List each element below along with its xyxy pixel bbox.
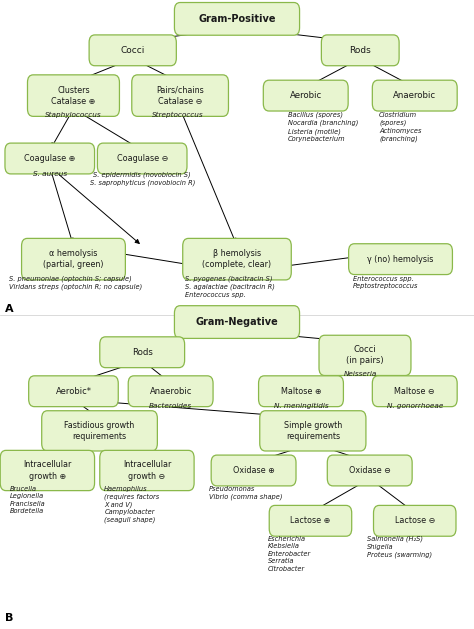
Text: S. pneumoniae (optochin S; capsule)
Viridans streps (optochin R; no capsule): S. pneumoniae (optochin S; capsule) Viri… bbox=[9, 276, 143, 290]
Text: Anaerobic: Anaerobic bbox=[149, 387, 192, 396]
FancyBboxPatch shape bbox=[264, 80, 348, 111]
FancyBboxPatch shape bbox=[27, 75, 119, 116]
FancyBboxPatch shape bbox=[211, 455, 296, 486]
Text: β hemolysis
(complete, clear): β hemolysis (complete, clear) bbox=[202, 249, 272, 269]
FancyBboxPatch shape bbox=[321, 35, 399, 65]
Text: Intracellular
growth ⊖: Intracellular growth ⊖ bbox=[123, 460, 171, 481]
Text: Haemophilus
(requires factors
X and V)
Campylobacter
(seagull shape): Haemophilus (requires factors X and V) C… bbox=[104, 486, 160, 523]
Text: Rods: Rods bbox=[349, 46, 371, 55]
Text: Bacteroides: Bacteroides bbox=[149, 403, 192, 409]
Text: Brucella
Legionella
Francisella
Bordetella: Brucella Legionella Francisella Bordetel… bbox=[9, 486, 45, 514]
Text: Coagulase ⊕: Coagulase ⊕ bbox=[24, 154, 75, 163]
Text: α hemolysis
(partial, green): α hemolysis (partial, green) bbox=[43, 249, 104, 269]
Text: Bacillus (spores)
Nocardia (branching)
Listeria (motile)
Corynebacterium: Bacillus (spores) Nocardia (branching) L… bbox=[288, 112, 358, 142]
FancyBboxPatch shape bbox=[132, 75, 228, 116]
FancyBboxPatch shape bbox=[174, 306, 300, 338]
FancyBboxPatch shape bbox=[348, 243, 452, 274]
FancyBboxPatch shape bbox=[269, 506, 352, 536]
Text: Enterococcus spp.
Peptostreptococcus: Enterococcus spp. Peptostreptococcus bbox=[353, 276, 419, 289]
FancyBboxPatch shape bbox=[100, 337, 184, 367]
Text: Aerobic: Aerobic bbox=[290, 91, 322, 100]
FancyBboxPatch shape bbox=[22, 238, 125, 280]
FancyBboxPatch shape bbox=[0, 450, 94, 491]
Text: Neisseria: Neisseria bbox=[344, 371, 377, 377]
FancyBboxPatch shape bbox=[319, 335, 411, 376]
Text: Lactose ⊖: Lactose ⊖ bbox=[394, 516, 435, 525]
Text: Lactose ⊕: Lactose ⊕ bbox=[290, 516, 331, 525]
Text: Maltose ⊖: Maltose ⊖ bbox=[394, 387, 435, 396]
Text: Salmonella (H₂S)
Shigella
Proteus (swarming): Salmonella (H₂S) Shigella Proteus (swarm… bbox=[367, 536, 432, 558]
FancyBboxPatch shape bbox=[89, 35, 176, 65]
Text: Pairs/chains
Catalase ⊖: Pairs/chains Catalase ⊖ bbox=[156, 86, 204, 106]
Text: Coagulase ⊖: Coagulase ⊖ bbox=[117, 154, 168, 163]
FancyBboxPatch shape bbox=[182, 238, 291, 280]
FancyBboxPatch shape bbox=[374, 506, 456, 536]
FancyBboxPatch shape bbox=[42, 411, 157, 451]
Text: Maltose ⊕: Maltose ⊕ bbox=[281, 387, 321, 396]
Text: Staphylococcus: Staphylococcus bbox=[45, 112, 102, 118]
Text: Pseudomonas
Vibrio (comma shape): Pseudomonas Vibrio (comma shape) bbox=[209, 486, 282, 499]
FancyBboxPatch shape bbox=[260, 411, 366, 451]
Text: N. meningitidis: N. meningitidis bbox=[273, 403, 328, 409]
Text: Clusters
Catalase ⊕: Clusters Catalase ⊕ bbox=[51, 86, 96, 106]
FancyBboxPatch shape bbox=[259, 376, 343, 407]
Text: Gram-Positive: Gram-Positive bbox=[198, 14, 276, 24]
Text: Streptococcus: Streptococcus bbox=[152, 112, 203, 118]
Text: Cocci: Cocci bbox=[120, 46, 145, 55]
Text: γ (no) hemolysis: γ (no) hemolysis bbox=[367, 255, 434, 264]
Text: Oxidase ⊕: Oxidase ⊕ bbox=[233, 466, 274, 475]
FancyBboxPatch shape bbox=[373, 376, 457, 407]
FancyBboxPatch shape bbox=[5, 143, 94, 174]
Text: A: A bbox=[5, 304, 13, 314]
FancyBboxPatch shape bbox=[373, 80, 457, 111]
FancyBboxPatch shape bbox=[28, 376, 118, 407]
Text: S. aureus: S. aureus bbox=[33, 171, 67, 177]
Text: Gram-Negative: Gram-Negative bbox=[196, 317, 278, 327]
Text: Simple growth
requirements: Simple growth requirements bbox=[284, 421, 342, 441]
FancyBboxPatch shape bbox=[100, 450, 194, 491]
Text: Rods: Rods bbox=[132, 348, 153, 357]
Text: Aerobic*: Aerobic* bbox=[55, 387, 91, 396]
FancyBboxPatch shape bbox=[174, 3, 300, 35]
Text: Cocci
(in pairs): Cocci (in pairs) bbox=[346, 345, 384, 365]
Text: Oxidase ⊖: Oxidase ⊖ bbox=[349, 466, 391, 475]
Text: S. epidermidis (novobiocin S)
S. saprophyticus (novobiocin R): S. epidermidis (novobiocin S) S. saproph… bbox=[90, 171, 195, 186]
Text: Escherichia
Klebsiella
Enterobacter
Serratia
Citrobacter: Escherichia Klebsiella Enterobacter Serr… bbox=[268, 536, 311, 572]
Text: B: B bbox=[5, 613, 13, 623]
FancyBboxPatch shape bbox=[97, 143, 187, 174]
Text: Clostridium
(spores)
Actinomyces
(branching): Clostridium (spores) Actinomyces (branch… bbox=[379, 112, 422, 142]
FancyBboxPatch shape bbox=[327, 455, 412, 486]
Text: S. pyogenes (bacitracin S)
S. agalactiae (bacitracin R)
Enterococcus spp.: S. pyogenes (bacitracin S) S. agalactiae… bbox=[185, 276, 275, 298]
FancyBboxPatch shape bbox=[128, 376, 213, 407]
Text: Intracellular
growth ⊕: Intracellular growth ⊕ bbox=[23, 460, 72, 481]
Text: Fastidious growth
requirements: Fastidious growth requirements bbox=[64, 421, 135, 441]
Text: N. gonorrhoeae: N. gonorrhoeae bbox=[387, 403, 443, 409]
Text: Anaerobic: Anaerobic bbox=[393, 91, 436, 100]
